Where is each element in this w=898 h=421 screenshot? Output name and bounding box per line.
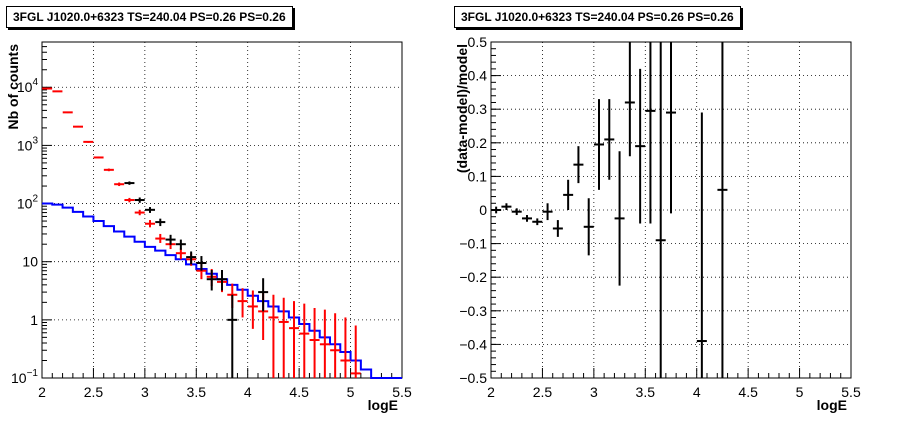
y-tick-label: −0.3 bbox=[459, 303, 487, 319]
x-tick-label: 4 bbox=[244, 384, 252, 400]
x-axis-label: logE bbox=[368, 397, 398, 413]
x-tick-label: 5 bbox=[347, 384, 355, 400]
y-tick-label: −0.2 bbox=[459, 269, 487, 285]
x-tick-label: 3.5 bbox=[187, 384, 207, 400]
x-tick-label: 5.5 bbox=[392, 384, 412, 400]
model-step-line bbox=[42, 202, 402, 379]
y-tick-label: −0.5 bbox=[459, 370, 487, 386]
y-tick-label: 0.4 bbox=[468, 68, 488, 84]
y-tick-label: 0.2 bbox=[468, 135, 488, 151]
y-tick-label: 103 bbox=[17, 135, 39, 153]
y-axis-label: Nb of counts bbox=[5, 44, 21, 130]
y-tick-label: −0.4 bbox=[459, 336, 487, 352]
x-tick-label: 2.5 bbox=[84, 384, 104, 400]
x-tick-label: 3.5 bbox=[636, 384, 656, 400]
x-tick-label: 5.5 bbox=[841, 384, 861, 400]
residuals-plot: 2 2.5 3 3.5 4 4.5 5 5.5 −0.5 −0.4 −0.3 −0.2 −0.1 0 0.1… bbox=[454, 34, 861, 413]
residuals-plot-title: 3FGL J1020.0+6323 TS=240.04 PS=0.26 PS=0… bbox=[454, 6, 741, 28]
y-tick-label: 0.1 bbox=[468, 168, 488, 184]
x-tick-label: 2 bbox=[38, 384, 46, 400]
y-tick-label: 10−1 bbox=[11, 368, 38, 386]
x-tick-label: 2.5 bbox=[533, 384, 553, 400]
y-axis-label: (data-model)/model bbox=[454, 44, 470, 173]
y-tick-label: 104 bbox=[17, 77, 39, 95]
counts-plot: 2 2.5 3 3.5 4 4.5 5 5.5 10−1 1 10 102 103 104 logE Nb o… bbox=[5, 41, 412, 413]
x-tick-label: 3 bbox=[141, 384, 149, 400]
counts-plot-title: 3FGL J1020.0+6323 TS=240.04 PS=0.26 PS=0… bbox=[6, 6, 293, 28]
y-tick-label: 1 bbox=[30, 312, 38, 328]
y-tick-label: 0.3 bbox=[468, 101, 488, 117]
y-tick-label: 0.5 bbox=[468, 34, 488, 50]
y-tick-label: 10 bbox=[22, 254, 38, 270]
y-tick-label: 0 bbox=[479, 202, 487, 218]
y-tick-label: 102 bbox=[17, 194, 39, 212]
x-tick-label: 2 bbox=[487, 384, 495, 400]
y-tick-label: −0.1 bbox=[459, 236, 487, 252]
plot-frame bbox=[41, 41, 403, 379]
x-tick-label: 4.5 bbox=[289, 384, 309, 400]
x-tick-label: 5 bbox=[796, 384, 804, 400]
x-axis-label: logE bbox=[817, 397, 847, 413]
x-tick-label: 3 bbox=[590, 384, 598, 400]
x-tick-label: 4.5 bbox=[738, 384, 758, 400]
x-tick-label: 4 bbox=[693, 384, 701, 400]
